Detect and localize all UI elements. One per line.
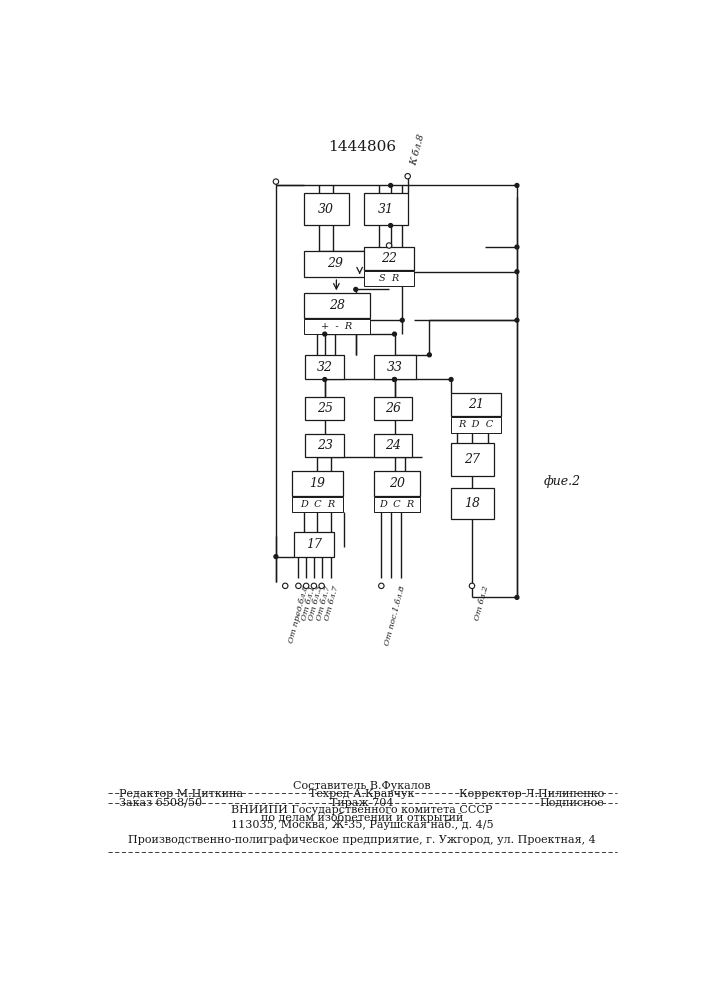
Bar	[304, 293, 370, 318]
Circle shape	[311, 583, 317, 589]
Bar	[293, 532, 334, 557]
Bar	[292, 497, 343, 512]
Text: по делам изобретений и открытий: по делам изобретений и открытий	[261, 812, 463, 823]
Circle shape	[323, 332, 327, 336]
Text: Производственно-полиграфическое предприятие, г. Ужгород, ул. Проектная, 4: Производственно-полиграфическое предприя…	[128, 835, 596, 845]
Text: 31: 31	[378, 203, 394, 216]
Circle shape	[449, 378, 453, 381]
Text: +  -  R: + - R	[321, 322, 352, 331]
Circle shape	[392, 378, 397, 381]
Text: Подписное: Подписное	[539, 798, 604, 808]
Bar	[373, 497, 420, 512]
Text: 27: 27	[464, 453, 480, 466]
Circle shape	[274, 555, 278, 559]
Text: 20: 20	[389, 477, 405, 490]
Text: 29: 29	[327, 257, 343, 270]
Text: 21: 21	[468, 398, 484, 411]
Text: От пред.бл.8: От пред.бл.8	[287, 584, 310, 644]
Text: фие.2: фие.2	[544, 475, 581, 488]
Bar	[451, 417, 501, 433]
Bar	[373, 355, 416, 379]
Circle shape	[354, 287, 358, 291]
Text: S  R: S R	[378, 274, 399, 283]
Circle shape	[389, 224, 392, 227]
Text: От бл.7: От бл.7	[315, 584, 332, 621]
Circle shape	[515, 245, 519, 249]
Bar	[373, 471, 420, 496]
Text: 25: 25	[317, 402, 333, 415]
Text: 32: 32	[317, 361, 333, 374]
Text: 113035, Москва, Ж-35, Раушская наб., д. 4/5: 113035, Москва, Ж-35, Раушская наб., д. …	[230, 819, 493, 830]
Circle shape	[273, 179, 279, 184]
Circle shape	[428, 353, 431, 357]
Text: Редактор М.Циткина: Редактор М.Циткина	[119, 789, 243, 799]
Circle shape	[323, 378, 327, 381]
Text: 19: 19	[310, 477, 325, 490]
Text: 23: 23	[317, 439, 333, 452]
Text: D  C  R: D C R	[379, 500, 414, 509]
Text: Корректор Л.Пилипенко: Корректор Л.Пилипенко	[459, 789, 604, 799]
Circle shape	[405, 174, 410, 179]
Text: Заказ 6508/50: Заказ 6508/50	[119, 798, 202, 808]
Text: К бл.8: К бл.8	[409, 133, 426, 166]
Circle shape	[515, 270, 519, 274]
Circle shape	[389, 184, 392, 187]
Bar	[373, 397, 412, 420]
Text: R  D  C: R D C	[459, 420, 494, 429]
Circle shape	[515, 318, 519, 322]
Circle shape	[319, 583, 325, 589]
Circle shape	[296, 583, 301, 589]
Circle shape	[400, 318, 404, 322]
Text: 30: 30	[318, 203, 334, 216]
Text: 24: 24	[385, 439, 401, 452]
Circle shape	[392, 332, 397, 336]
Text: Тираж 704: Тираж 704	[330, 798, 394, 808]
Text: От бл.2: От бл.2	[474, 584, 491, 621]
Circle shape	[515, 595, 519, 599]
Bar	[292, 471, 343, 496]
Bar	[304, 193, 349, 225]
Text: От бл.7: От бл.7	[323, 584, 340, 621]
Circle shape	[392, 378, 397, 381]
Text: 1444806: 1444806	[328, 140, 396, 154]
Text: 33: 33	[387, 361, 403, 374]
Bar	[363, 247, 414, 270]
Bar	[305, 355, 344, 379]
Bar	[451, 393, 501, 416]
Bar	[305, 397, 344, 420]
Text: 18: 18	[464, 497, 480, 510]
Circle shape	[379, 583, 384, 589]
Bar	[451, 443, 493, 476]
Text: Составитель В.Фукалов: Составитель В.Фукалов	[293, 781, 431, 791]
Text: 17: 17	[306, 538, 322, 551]
Bar	[363, 271, 414, 286]
Circle shape	[469, 583, 474, 589]
Bar	[451, 488, 493, 519]
Circle shape	[515, 184, 519, 187]
Text: 28: 28	[329, 299, 345, 312]
Bar	[373, 434, 412, 457]
Text: 26: 26	[385, 402, 401, 415]
Text: 22: 22	[380, 252, 397, 265]
Bar	[305, 434, 344, 457]
Text: От пос.1.бл.8: От пос.1.бл.8	[383, 584, 407, 646]
Text: Техред А.Кравчук: Техред А.Кравчук	[309, 789, 414, 799]
Text: ВНИИПИ Государственного комитета СССР: ВНИИПИ Государственного комитета СССР	[231, 805, 493, 815]
Text: От бл.1: От бл.1	[300, 584, 317, 621]
Bar	[363, 193, 409, 225]
Circle shape	[283, 583, 288, 589]
Bar	[304, 319, 370, 334]
Bar	[304, 251, 366, 277]
Text: D  C  R: D C R	[300, 500, 335, 509]
Circle shape	[303, 583, 309, 589]
Text: От бл.3: От бл.3	[308, 584, 325, 621]
Circle shape	[386, 243, 392, 248]
